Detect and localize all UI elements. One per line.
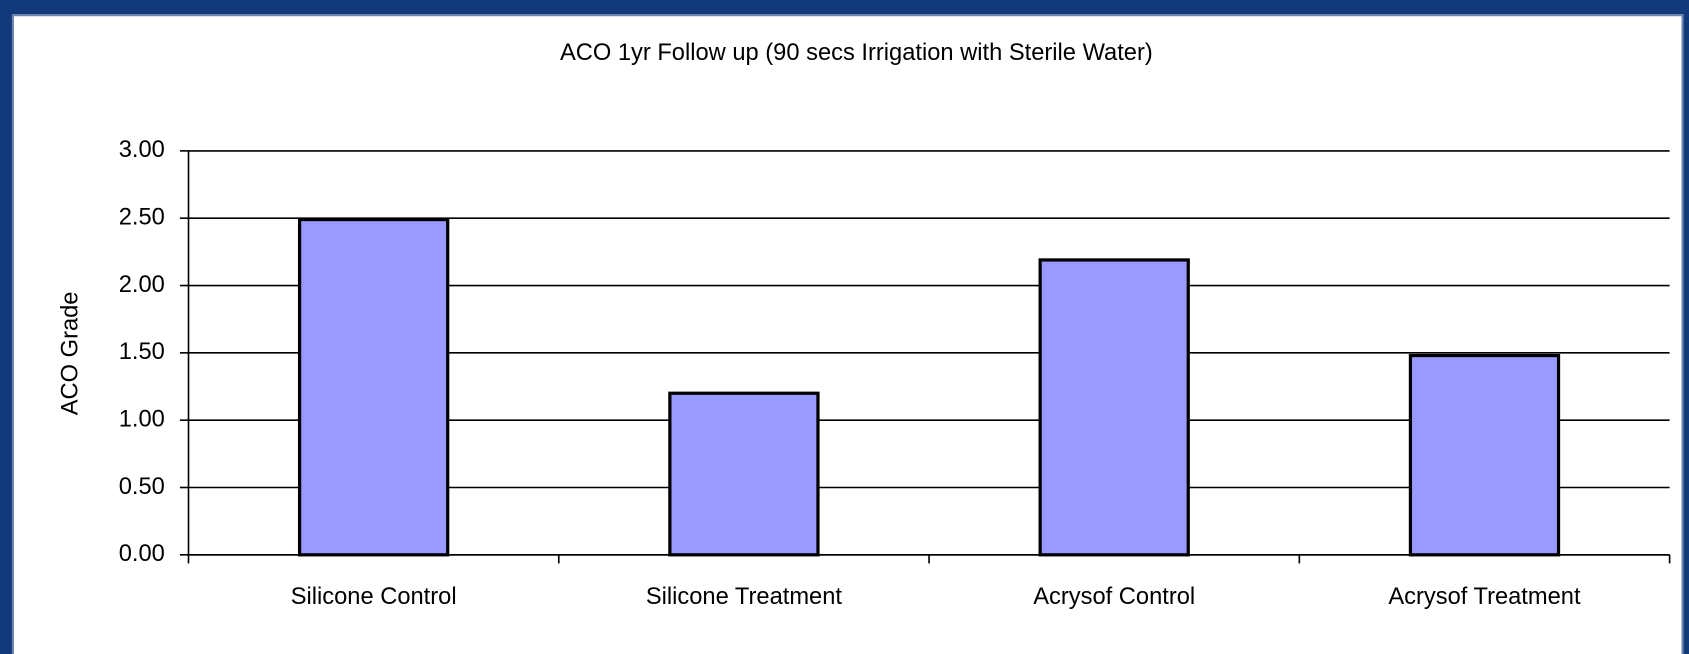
y-tick-label: 2.50 (119, 204, 165, 230)
bar (668, 391, 820, 557)
y-tick-label: 3.00 (119, 137, 165, 163)
x-tick-label: Acrysof Treatment (1388, 584, 1581, 610)
y-axis-label: ACO Grade (57, 292, 83, 416)
y-tick-label: 1.00 (119, 406, 165, 432)
bar (1408, 353, 1561, 557)
y-tick-label: 2.00 (119, 272, 165, 298)
bar (1038, 258, 1190, 557)
x-tick-label: Acrysof Control (1033, 584, 1195, 610)
y-tick-label: 0.50 (119, 474, 165, 500)
x-tick-label: Silicone Treatment (646, 584, 843, 610)
bar (297, 217, 450, 557)
chart-title: ACO 1yr Follow up (90 secs Irrigation wi… (560, 40, 1153, 66)
panel (11, 14, 1684, 654)
x-tick-label: Silicone Control (291, 584, 457, 610)
y-tick-label: 0.00 (119, 541, 165, 567)
y-tick-label: 1.50 (119, 339, 165, 365)
